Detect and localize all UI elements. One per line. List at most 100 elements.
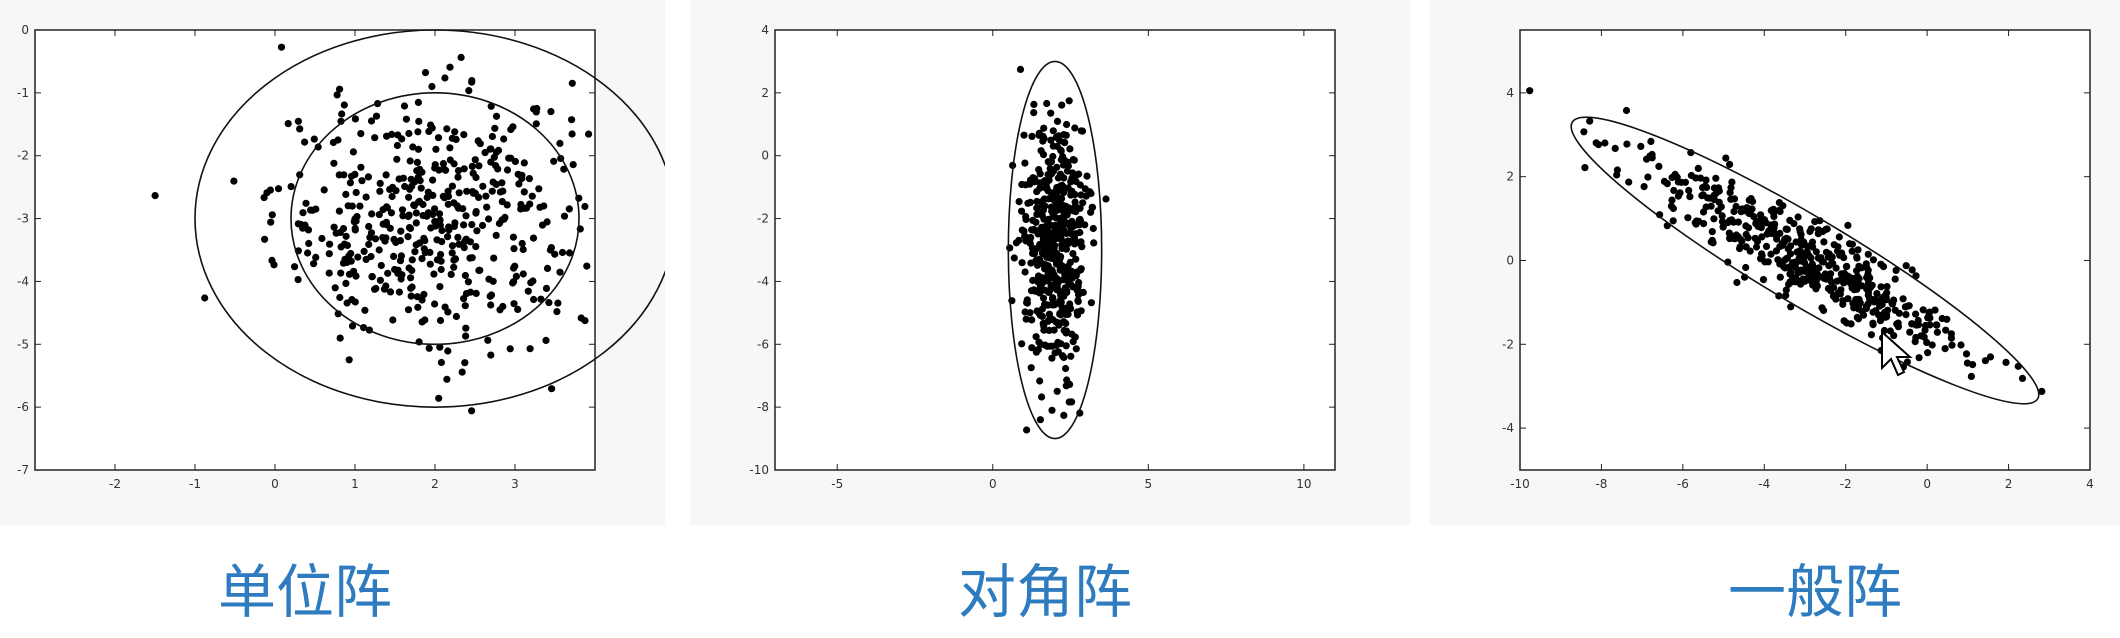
scatter-point <box>1043 253 1051 261</box>
scatter-point <box>490 254 498 262</box>
scatter-point <box>362 255 370 263</box>
scatter-point <box>507 125 515 134</box>
scatter-point <box>431 300 439 308</box>
scatter-point <box>1057 253 1065 261</box>
scatter-point <box>1902 311 1910 319</box>
scatter-point <box>1790 220 1798 228</box>
scatter-point <box>2002 358 2010 366</box>
scatter-point <box>310 135 318 143</box>
scatter-point <box>1038 212 1046 220</box>
scatter-point <box>431 205 439 213</box>
scatter-point <box>333 91 341 99</box>
y-tick-label: -4 <box>1502 421 1514 435</box>
scatter-point <box>487 102 495 110</box>
scatter-point <box>314 143 322 151</box>
scatter-point <box>412 219 420 227</box>
scatter-point <box>1667 202 1675 210</box>
scatter-point <box>468 221 476 229</box>
scatter-point <box>1708 236 1716 244</box>
scatter-point <box>1942 326 1950 334</box>
scatter-point <box>468 162 476 170</box>
scatter-point <box>1660 177 1668 185</box>
scatter-point <box>1746 247 1754 255</box>
scatter-point <box>520 188 528 196</box>
scatter-point <box>437 358 445 367</box>
scatter-point <box>1061 139 1069 147</box>
scatter-point <box>1782 291 1790 299</box>
scatter-point <box>1796 250 1804 258</box>
scatter-point <box>1644 173 1652 181</box>
scatter-point <box>1071 198 1079 206</box>
scatter-plot-identity: -2 -1 0 1 2 3 0 -1 -2 -3 -4 -5 -6 -7 <box>17 23 665 491</box>
scatter-point <box>451 128 459 136</box>
scatter-point <box>1037 198 1046 206</box>
scatter-point <box>1041 245 1049 253</box>
scatter-point <box>325 269 333 277</box>
scatter-point <box>1828 260 1836 268</box>
x-tick-label: -1 <box>189 477 201 491</box>
scatter-point <box>287 183 295 191</box>
scatter-point <box>1053 275 1061 283</box>
scatter-point <box>1967 372 1975 380</box>
y-tick-label: -4 <box>17 274 29 288</box>
scatter-point <box>1069 283 1077 291</box>
scatter-point <box>334 310 342 318</box>
scatter-point <box>426 248 434 256</box>
scatter-point <box>299 209 307 217</box>
scatter-point <box>1757 211 1765 219</box>
scatter-point <box>1782 234 1790 242</box>
scatter-point <box>474 137 482 145</box>
scatter-point <box>505 154 513 162</box>
scatter-point <box>1767 250 1775 258</box>
scatter-point <box>484 336 492 344</box>
scatter-point <box>1818 257 1826 265</box>
scatter-point <box>1020 227 1028 235</box>
scatter-point <box>1049 167 1058 175</box>
scatter-point <box>509 233 517 241</box>
scatter-point <box>1840 254 1848 262</box>
scatter-point <box>230 177 238 185</box>
scatter-point <box>389 316 397 324</box>
y-tick-label: -5 <box>17 337 29 351</box>
scatter-point <box>394 266 402 274</box>
x-tick-label: -2 <box>109 477 121 491</box>
scatter-point <box>461 271 469 280</box>
scatter-point <box>1733 278 1741 287</box>
scatter-point <box>1068 330 1076 338</box>
scatter-point <box>1712 189 1720 197</box>
scatter-point <box>335 207 343 215</box>
scatter-point <box>1044 171 1052 179</box>
scatter-point <box>330 159 338 167</box>
scatter-point <box>1761 258 1769 266</box>
scatter-point <box>368 273 376 281</box>
contour-ellipse <box>1007 60 1103 440</box>
scatter-point <box>514 305 522 313</box>
scatter-point <box>1948 341 1956 349</box>
scatter-point <box>1919 306 1927 314</box>
scatter-point <box>1643 155 1651 163</box>
scatter-point <box>1912 333 1920 342</box>
scatter-point <box>1069 207 1077 215</box>
scatter-point <box>1057 214 1065 222</box>
scatter-point <box>1067 352 1075 360</box>
scatter-point <box>1045 326 1053 334</box>
scatter-point <box>1043 301 1051 309</box>
scatter-point <box>518 174 526 183</box>
scatter-point <box>1799 267 1807 275</box>
scatter-point <box>1870 298 1878 306</box>
scatter-point <box>546 246 555 254</box>
scatter-point <box>1670 186 1678 195</box>
scatter-point <box>479 182 487 190</box>
scatter-point <box>569 161 577 169</box>
scatter-point <box>436 216 444 224</box>
scatter-point <box>461 359 469 367</box>
scatter-point <box>461 237 469 245</box>
scatter-point <box>408 256 416 264</box>
scatter-point <box>1056 310 1064 318</box>
scatter-point <box>1725 229 1733 237</box>
scatter-point <box>1684 214 1692 222</box>
scatter-point <box>1758 233 1766 241</box>
scatter-point <box>1769 205 1777 213</box>
scatter-point <box>1045 176 1053 184</box>
scatter-point <box>532 120 540 128</box>
